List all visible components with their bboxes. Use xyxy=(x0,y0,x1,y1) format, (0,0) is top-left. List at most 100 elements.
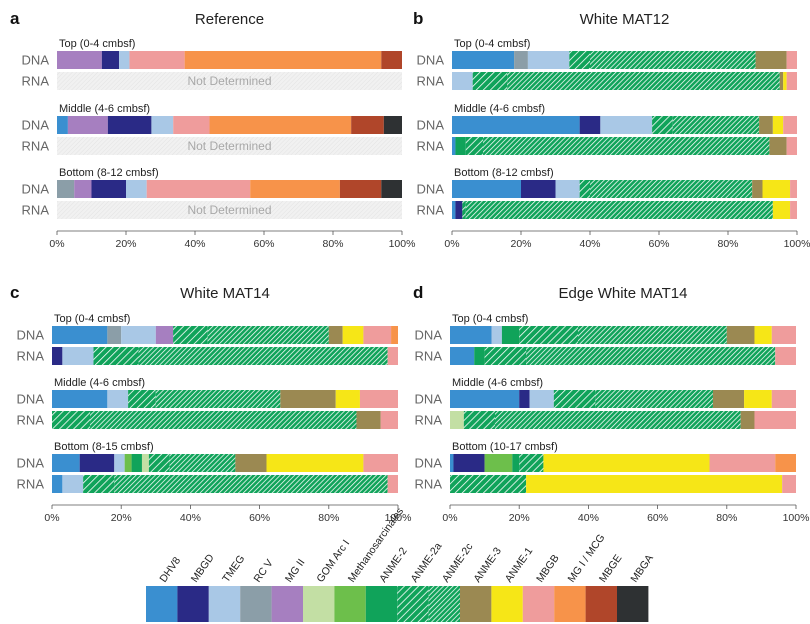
group-label: Top (0-4 cmbsf) xyxy=(59,38,135,50)
bar-segment-mbgb xyxy=(771,326,796,344)
panel-c: c White MAT14 Top (0-4 cmbsf) DNA RNA Middle … xyxy=(10,283,411,524)
bar-segment-anme-1 xyxy=(772,201,791,219)
bar-segment-anme-2 xyxy=(501,326,520,344)
bar-segment-mbgb xyxy=(129,51,185,69)
bar-segment-dhv8 xyxy=(52,475,63,493)
bar-segment-anme-2a xyxy=(519,326,579,344)
x-tick-label: 80% xyxy=(322,238,343,250)
bar-not-determined xyxy=(57,137,402,155)
bar-segment-tmeg xyxy=(529,390,554,408)
bar-segment-anme-2a xyxy=(553,390,596,408)
bar-segment-mg-ii xyxy=(57,51,102,69)
bar-segment-anme-2 xyxy=(455,137,466,155)
row-label-dna: DNA xyxy=(17,456,45,471)
bar-segment-rc-v xyxy=(107,326,122,344)
legend-label-anme-3: ANME-3 xyxy=(471,545,504,585)
bar-segment-mbgb xyxy=(359,390,398,408)
row-label-dna: DNA xyxy=(417,53,445,68)
bar-segment-dhv8 xyxy=(450,347,475,365)
panel-letter: c xyxy=(10,283,19,302)
legend-swatch-mg-i-mcg xyxy=(554,586,586,622)
bar-segment-anme-3 xyxy=(356,411,381,429)
legend-swatch-anme-1 xyxy=(491,586,523,622)
not-determined-label: Not Determined xyxy=(187,139,271,153)
bar-segment-mbga xyxy=(383,116,402,134)
bar-segment-anme-2a xyxy=(462,201,466,219)
legend-swatch-mg-ii xyxy=(271,586,303,622)
bar-segment-tmeg xyxy=(62,475,84,493)
x-tick-label: 60% xyxy=(253,238,274,250)
group-label: Middle (4-6 cmbsf) xyxy=(452,377,543,389)
x-tick-label: 80% xyxy=(318,512,339,524)
bar-segment-mbgd xyxy=(519,390,530,408)
x-tick-label: 20% xyxy=(510,238,531,250)
x-tick-label: 40% xyxy=(578,512,599,524)
x-tick-label: 0% xyxy=(442,512,457,524)
bar-segment-mg-ii xyxy=(155,326,174,344)
row-label-rna: RNA xyxy=(417,139,445,154)
bar-segment-mbgd xyxy=(101,51,120,69)
bar-segment-mg-i-mcg xyxy=(391,326,398,344)
bar-segment-mbgd xyxy=(455,201,463,219)
bar-segment-anme-1 xyxy=(772,116,784,134)
panel-title: White MAT12 xyxy=(580,11,670,28)
bar-segment-gom-arc-i xyxy=(450,411,464,429)
panel-letter: a xyxy=(10,9,20,28)
not-determined-label: Not Determined xyxy=(187,203,271,217)
bar-segment-anme-3 xyxy=(752,180,763,198)
bar-segment-anme-2c xyxy=(494,411,741,429)
bar-segment-anme-2c xyxy=(114,475,388,493)
bar-not-determined xyxy=(57,72,402,90)
group-label: Middle (4-6 cmbsf) xyxy=(59,103,150,115)
bar-segment-mbgb xyxy=(782,475,796,493)
legend-label-tmeg: TMEG xyxy=(220,553,247,585)
bar-segment-anme-2a xyxy=(450,475,527,493)
panel-letter: d xyxy=(413,283,423,302)
bar-segment-mbgd xyxy=(107,116,152,134)
bar-segment-dhv8 xyxy=(52,326,108,344)
x-tick-label: 80% xyxy=(716,512,737,524)
x-tick-label: 40% xyxy=(184,238,205,250)
bar-segment-mg-i-mcg xyxy=(775,454,796,472)
bar-segment-mbgd xyxy=(453,454,485,472)
bar-segment-tmeg xyxy=(126,180,147,198)
bar-segment-anme-2c xyxy=(590,180,753,198)
legend-label-mbgb: MBGB xyxy=(534,553,562,585)
bar-segment-tmeg xyxy=(491,326,502,344)
legend-label-methanosarcinales: Methanosarcinales xyxy=(346,506,406,585)
row-label-rna: RNA xyxy=(17,349,45,364)
x-tick-label: 20% xyxy=(115,238,136,250)
legend-swatch-tmeg xyxy=(208,586,241,622)
row-label-dna: DNA xyxy=(415,456,443,471)
legend-swatch-mbgd xyxy=(177,586,209,622)
x-tick-label: 0% xyxy=(444,238,459,250)
bar-segment-mbgb xyxy=(783,116,797,134)
bar-segment-anme-2a xyxy=(93,347,139,365)
bar-segment-anme-2a xyxy=(652,116,673,134)
bar-segment-anme-1 xyxy=(342,326,364,344)
bar-segment-mbgd xyxy=(521,180,556,198)
row-label-rna: RNA xyxy=(17,477,45,492)
legend-label-rc-v: RC V xyxy=(252,557,276,584)
bar-segment-rc-v xyxy=(514,51,528,69)
bar-segment-mg-ii xyxy=(74,180,92,198)
bar-segment-anme-2c xyxy=(465,201,773,219)
bar-segment-mbga xyxy=(381,180,402,198)
x-tick-label: 20% xyxy=(111,512,132,524)
row-label-dna: DNA xyxy=(417,118,445,133)
bar-segment-anme-3 xyxy=(740,411,755,429)
bar-segment-dhv8 xyxy=(450,390,520,408)
bar-segment-anme-2a xyxy=(128,390,156,408)
row-label-rna: RNA xyxy=(22,203,50,218)
bar-segment-tmeg xyxy=(600,116,653,134)
bar-segment-mbgb xyxy=(754,411,796,429)
row-label-dna: DNA xyxy=(417,182,445,197)
bar-segment-anme-2a xyxy=(579,180,590,198)
bar-segment-dhv8 xyxy=(450,326,492,344)
not-determined-label: Not Determined xyxy=(187,74,271,88)
bar-segment-anme-2c xyxy=(207,326,329,344)
bar-segment-mbge xyxy=(351,116,384,134)
legend-swatch-gom-arc-i xyxy=(303,586,335,622)
bar-segment-tmeg xyxy=(151,116,174,134)
row-label-rna: RNA xyxy=(417,74,445,89)
